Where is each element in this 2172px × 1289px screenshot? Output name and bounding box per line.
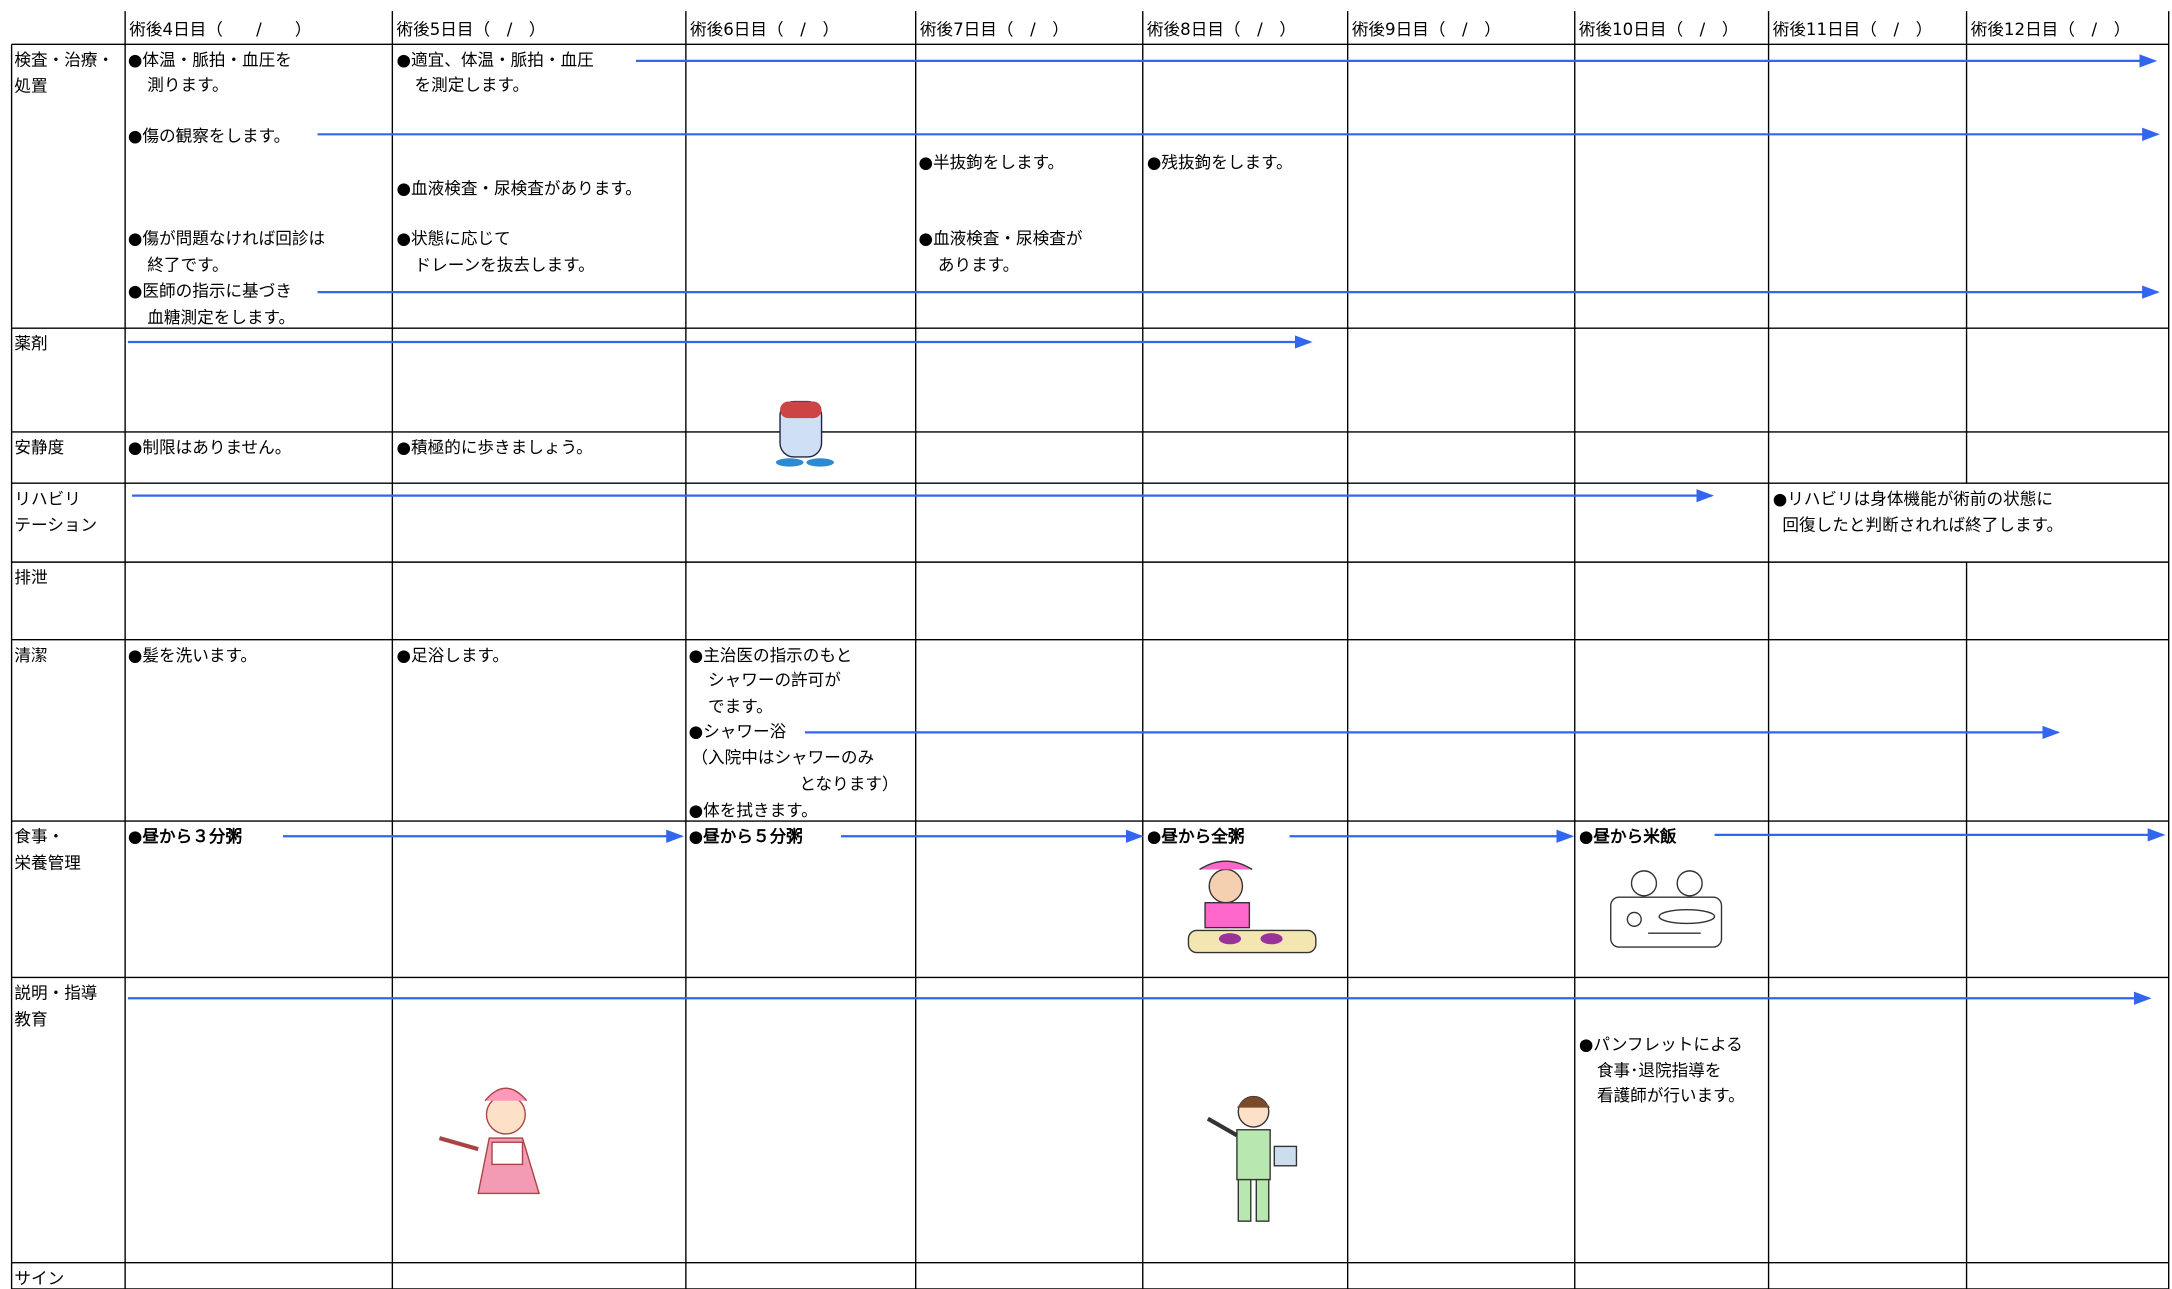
note: ●体を拭きます。 xyxy=(689,801,818,820)
note: となります） xyxy=(799,775,898,794)
note: 食事･退院指導を xyxy=(1597,1061,1722,1080)
note: 血糖測定をします。 xyxy=(147,308,295,327)
row-label: テーション xyxy=(14,516,97,535)
nurse-tray-illustration xyxy=(1187,860,1317,954)
nurse-illustration xyxy=(438,1087,541,1195)
note: 終了です。 xyxy=(147,255,228,274)
row-label: 検査・治療・ xyxy=(14,50,114,69)
note: 看護師が行います。 xyxy=(1597,1086,1745,1105)
note: シャワーの許可が xyxy=(708,671,841,690)
row-label: 薬剤 xyxy=(14,334,47,353)
meal-illustration xyxy=(1610,870,1723,948)
note: 回復したと判断されれば終了します。 xyxy=(1782,516,2063,535)
note: でます。 xyxy=(708,697,773,716)
row-label: 排泄 xyxy=(14,568,47,587)
note: ●髪を洗います。 xyxy=(128,646,257,665)
note: ●昼から５分粥 xyxy=(689,827,803,846)
note: ●リハビリは身体機能が術前の状態に xyxy=(1773,489,2053,508)
note: ●体温・脈拍・血圧を xyxy=(128,50,292,69)
row-label: 説明・指導 xyxy=(14,984,97,1003)
note: ●半抜鉤をします。 xyxy=(918,153,1064,172)
note: ●残抜鉤をします。 xyxy=(1147,153,1293,172)
note: ●昼から全粥 xyxy=(1147,826,1245,846)
row-label: 食事・ xyxy=(14,827,64,846)
note: ●傷が問題なければ回診は xyxy=(128,229,325,248)
medicine-illustration xyxy=(775,400,835,467)
column-header: 術後8日目（ / ） xyxy=(1147,20,1296,39)
column-header: 術後11日目（ / ） xyxy=(1773,20,1933,39)
row-label: 教育 xyxy=(14,1010,47,1029)
note: ●積極的に歩きましょう。 xyxy=(397,438,593,457)
note: ●傷の観察をします。 xyxy=(128,127,290,146)
note: を測定します。 xyxy=(415,75,530,94)
column-header: 術後10日目（ / ） xyxy=(1579,20,1739,39)
row-label: サイン xyxy=(14,1269,64,1288)
row-label: 処置 xyxy=(14,77,47,96)
row-label: 安静度 xyxy=(14,438,64,457)
column-header: 術後7日目（ / ） xyxy=(920,20,1069,39)
column-header: 術後5日目（ / ） xyxy=(397,20,546,39)
doctor-illustration xyxy=(1206,1095,1298,1222)
note: ●状態に応じて xyxy=(397,229,511,248)
note: ●昼から３分粥 xyxy=(128,827,242,846)
note: ●シャワー浴 xyxy=(689,722,787,741)
note: ●血液検査・尿検査があります。 xyxy=(397,179,642,198)
note: ●医師の指示に基づき xyxy=(128,282,292,301)
column-header: 術後6日目（ / ） xyxy=(690,20,839,39)
note: ドレーンを抜去します。 xyxy=(415,255,595,274)
note: ●足浴します。 xyxy=(397,646,510,665)
note: ●制限はありません。 xyxy=(128,438,291,457)
row-label: リハビリ xyxy=(14,489,80,508)
note: ●パンフレットによる xyxy=(1579,1035,1743,1054)
column-header: 術後9日目（ / ） xyxy=(1352,20,1501,39)
note: あります。 xyxy=(938,255,1019,274)
note: ●血液検査・尿検査が xyxy=(918,229,1082,248)
note: （入院中はシャワーのみ xyxy=(691,748,874,767)
note: ●適宜、体温・脈拍・血圧 xyxy=(397,50,594,69)
column-header: 術後12日目（ / ） xyxy=(1971,20,2131,39)
column-header: 術後4日目（ / ） xyxy=(129,20,311,39)
row-label: 清潔 xyxy=(14,646,47,665)
note: ●昼から米飯 xyxy=(1579,826,1677,846)
row-label: 栄養管理 xyxy=(14,853,81,872)
note: 測ります。 xyxy=(147,75,228,94)
note: ●主治医の指示のもと xyxy=(689,646,853,665)
